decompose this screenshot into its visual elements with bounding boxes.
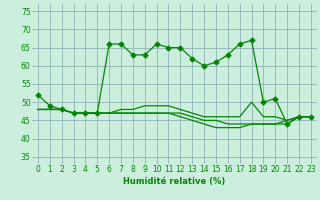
X-axis label: Humidité relative (%): Humidité relative (%) bbox=[123, 177, 226, 186]
